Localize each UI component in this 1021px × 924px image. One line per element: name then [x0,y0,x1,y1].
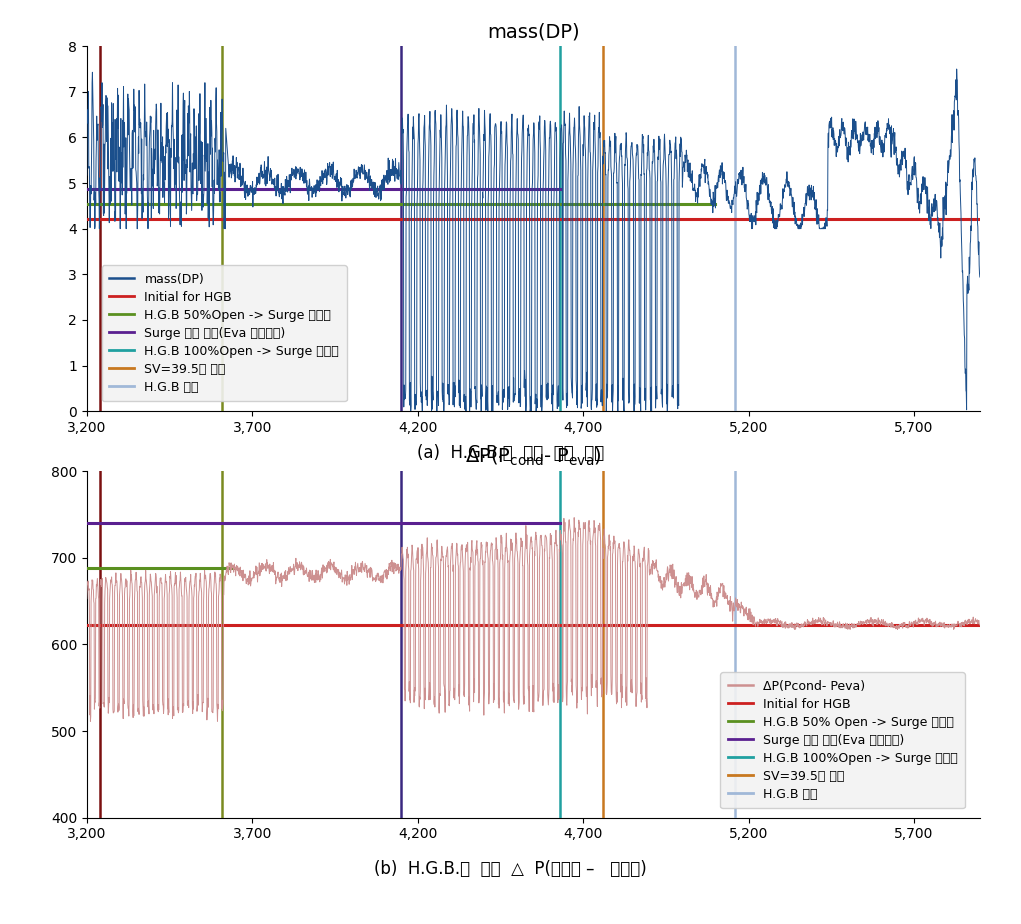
Text: (a)  H.G.B.에  따른  유량  변화: (a) H.G.B.에 따른 유량 변화 [417,444,604,462]
Title: $\Delta$P(P$_{\rm cond}$- P$_{\rm eva}$): $\Delta$P(P$_{\rm cond}$- P$_{\rm eva}$) [465,446,602,468]
Title: mass(DP): mass(DP) [487,23,580,42]
Legend: mass(DP), Initial for HGB, H.G.B 50%Open -> Surge 없어짐, Surge 다시 시작(Eva 제어안됨), H.: mass(DP), Initial for HGB, H.G.B 50%Open… [102,265,347,401]
Legend: ΔP(Pcond- Peva), Initial for HGB, H.G.B 50% Open -> Surge 없어짐, Surge 다시 시작(Eva 제: ΔP(Pcond- Peva), Initial for HGB, H.G.B … [720,672,965,808]
Text: (b)  H.G.B.에  따른  △  P(응축압 –   증발압): (b) H.G.B.에 따른 △ P(응축압 – 증발압) [374,859,647,878]
